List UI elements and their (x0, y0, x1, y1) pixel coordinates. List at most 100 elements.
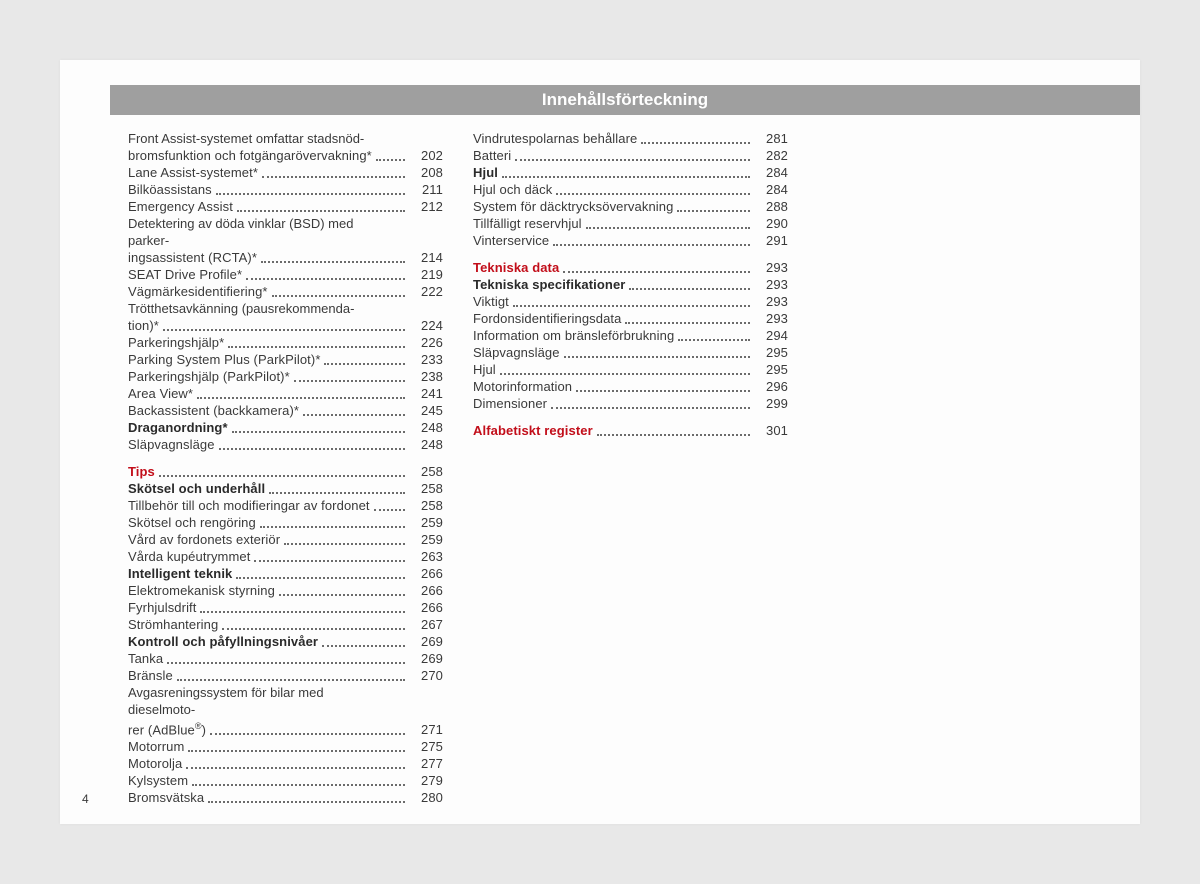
toc-entry-page: 219 (409, 266, 443, 283)
leader-dots (597, 433, 750, 436)
toc-entry-label: rer (AdBlue®) (128, 718, 206, 738)
toc-entry-page: 233 (409, 351, 443, 368)
toc-entry-label: Tekniska data (473, 259, 559, 276)
toc-entry: Tanka269 (128, 650, 443, 667)
leader-dots (322, 644, 405, 647)
toc-entry: Backassistent (backkamera)*245 (128, 402, 443, 419)
leader-dots (551, 406, 750, 409)
toc-entry-page: 293 (754, 310, 788, 327)
leader-dots (272, 294, 405, 297)
leader-dots (167, 661, 405, 664)
toc-entry: tion)*224 (128, 317, 443, 334)
leader-dots (216, 192, 405, 195)
toc-entry-page: 226 (409, 334, 443, 351)
toc-entry-label: Draganordning* (128, 419, 228, 436)
toc-entry: Hjul295 (473, 361, 788, 378)
toc-entry-label: Parkeringshjälp (ParkPilot)* (128, 368, 290, 385)
toc-entry: Emergency Assist212 (128, 198, 443, 215)
leader-dots (269, 491, 405, 494)
toc-entry: Hjul och däck284 (473, 181, 788, 198)
toc-entry: Elektromekanisk styrning 266 (128, 582, 443, 599)
toc-entry-page: 280 (409, 789, 443, 806)
toc-entry-page: 277 (409, 755, 443, 772)
toc-entry-label: Kontroll och påfyllningsnivåer (128, 633, 318, 650)
toc-entry-page: 259 (409, 531, 443, 548)
toc-entry: Parkeringshjälp*226 (128, 334, 443, 351)
toc-entry: Vinterservice291 (473, 232, 788, 249)
toc-entry-label: Viktigt (473, 293, 509, 310)
toc-entry: Kylsystem279 (128, 772, 443, 789)
toc-entry-page: 266 (409, 599, 443, 616)
leader-dots (284, 542, 405, 545)
toc-entry: Motorinformation296 (473, 378, 788, 395)
toc-entry: Kontroll och påfyllningsnivåer269 (128, 633, 443, 650)
vertical-spacer (128, 453, 443, 463)
toc-entry-page: 211 (409, 181, 443, 198)
leader-dots (232, 430, 405, 433)
toc-entry: rer (AdBlue®)271 (128, 718, 443, 738)
toc-entry-label: Hjul och däck (473, 181, 552, 198)
toc-entry: Släpvagnsläge 248 (128, 436, 443, 453)
toc-entry-label: Backassistent (backkamera)* (128, 402, 299, 419)
toc-entry-label: Elektromekanisk styrning (128, 582, 275, 599)
leader-dots (625, 321, 750, 324)
toc-entry-label: Bränsle (128, 667, 173, 684)
toc-entry-page: 266 (409, 582, 443, 599)
leader-dots (192, 783, 405, 786)
toc-entry-label: Släpvagnsläge (473, 344, 560, 361)
leader-dots (246, 277, 405, 280)
toc-entry-label: Tanka (128, 650, 163, 667)
toc-entry: Bromsvätska 280 (128, 789, 443, 806)
toc-entry: Area View*241 (128, 385, 443, 402)
toc-entry-label: Strömhantering (128, 616, 218, 633)
toc-entry-continuation: Avgasreningssystem för bilar med dieselm… (128, 684, 393, 718)
toc-entry-page: 224 (409, 317, 443, 334)
toc-entry-label: Fordonsidentifieringsdata (473, 310, 621, 327)
leader-dots (260, 525, 405, 528)
toc-entry: Strömhantering267 (128, 616, 443, 633)
leader-dots (586, 226, 750, 229)
toc-entry: Lane Assist-systemet*208 (128, 164, 443, 181)
toc-entry: Alfabetiskt register301 (473, 422, 788, 439)
toc-entry: System för däcktrycksövervakning288 (473, 198, 788, 215)
toc-entry: bromsfunktion och fotgängarövervakning*2… (128, 147, 443, 164)
toc-entry: Vård av fordonets exteriör259 (128, 531, 443, 548)
toc-entry-page: 270 (409, 667, 443, 684)
toc-entry: Vindrutespolarnas behållare281 (473, 130, 788, 147)
toc-entry: Fyrhjulsdrift 266 (128, 599, 443, 616)
toc-entry-label: Skötsel och underhåll (128, 480, 265, 497)
leader-dots (159, 474, 405, 477)
leader-dots (629, 287, 750, 290)
toc-entry-label: Vårda kupéutrymmet (128, 548, 250, 565)
toc-entry: Tekniska specifikationer293 (473, 276, 788, 293)
toc-entry-page: 241 (409, 385, 443, 402)
toc-entry: Hjul284 (473, 164, 788, 181)
leader-dots (564, 355, 750, 358)
toc-entry-page: 295 (754, 344, 788, 361)
toc-entry-label: Bromsvätska (128, 789, 204, 806)
toc-entry-label: Parking System Plus (ParkPilot)* (128, 351, 320, 368)
toc-column-right: Vindrutespolarnas behållare281Batteri282… (473, 130, 788, 806)
leader-dots (303, 413, 405, 416)
toc-entry-label: Fyrhjulsdrift (128, 599, 196, 616)
leader-dots (553, 243, 750, 246)
toc-entry-continuation: Detektering av döda vinklar (BSD) med pa… (128, 215, 393, 249)
toc-entry-label: Intelligent teknik (128, 565, 232, 582)
toc-columns: Front Assist-systemet omfattar stadsnöd-… (128, 130, 1088, 806)
toc-entry-page: 258 (409, 497, 443, 514)
title-bar: Innehållsförteckning (110, 85, 1140, 115)
toc-entry: Vårda kupéutrymmet263 (128, 548, 443, 565)
toc-entry-label: Släpvagnsläge (128, 436, 215, 453)
leader-dots (197, 396, 405, 399)
toc-entry-label: Hjul (473, 361, 496, 378)
leader-dots (210, 732, 405, 735)
toc-entry-page: 293 (754, 276, 788, 293)
toc-entry-label: Motorolja (128, 755, 182, 772)
toc-entry-page: 248 (409, 436, 443, 453)
toc-entry-label: System för däcktrycksövervakning (473, 198, 673, 215)
leader-dots (254, 559, 405, 562)
toc-entry-page: 259 (409, 514, 443, 531)
leader-dots (208, 800, 405, 803)
toc-entry: Tillbehör till och modifieringar av ford… (128, 497, 443, 514)
toc-entry-label: Motorrum (128, 738, 184, 755)
